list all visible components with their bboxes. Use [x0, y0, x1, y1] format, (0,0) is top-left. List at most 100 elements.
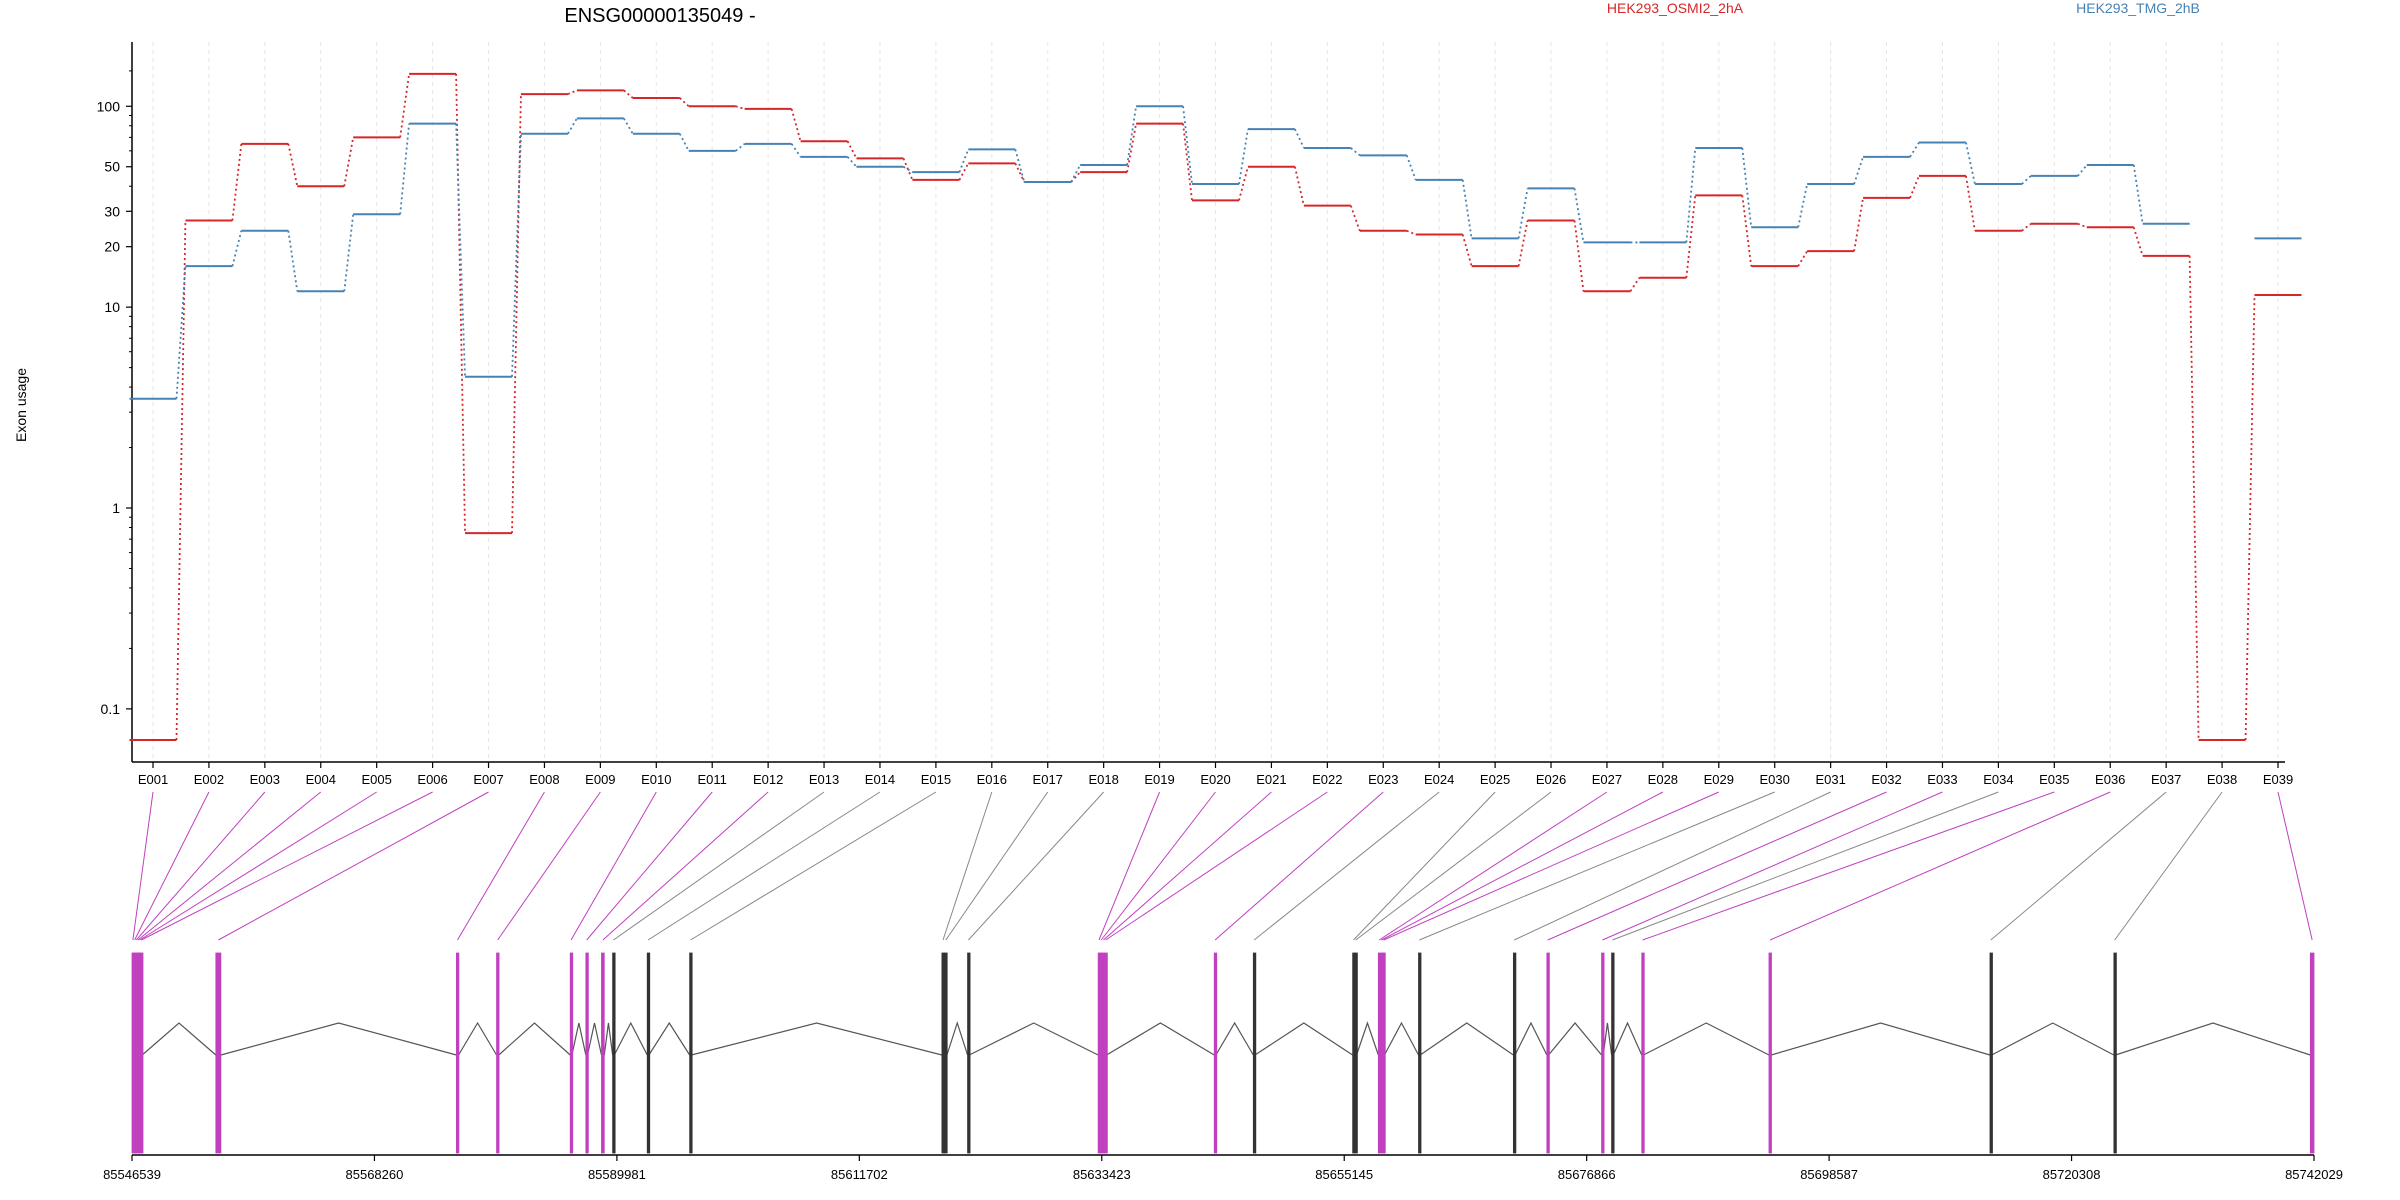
intron-line — [648, 1021, 691, 1056]
x-tick-label: E007 — [473, 772, 503, 787]
vertical-grid — [152, 42, 2279, 762]
exon-box — [601, 952, 605, 1154]
series-2-connector — [902, 165, 913, 173]
x-tick-label: E022 — [1312, 772, 1342, 787]
series-2-connector — [455, 123, 466, 377]
x-tick-label: E032 — [1871, 772, 1901, 787]
series-1-connector — [399, 73, 411, 138]
series-2-connector — [678, 133, 690, 152]
intron-line — [1548, 1022, 1603, 1056]
exon-box — [944, 952, 948, 1154]
series-1-connector — [1909, 175, 1920, 199]
exon-connector — [586, 791, 713, 941]
series-2-connector — [343, 214, 355, 292]
x-tick-label: E031 — [1815, 772, 1845, 787]
exon-box — [1382, 952, 1386, 1154]
gene-axis-tick-label: 85568260 — [346, 1167, 404, 1182]
x-tick-label: E009 — [585, 772, 615, 787]
exon-connector — [1612, 791, 1999, 941]
series-1-connector — [1182, 123, 1193, 201]
intron-line — [141, 1022, 217, 1056]
intron-line — [458, 1021, 498, 1056]
exon-connectors — [132, 791, 2313, 941]
exon-box — [1768, 952, 1772, 1154]
exon-connector — [1514, 791, 1831, 941]
exon-connector — [132, 791, 154, 941]
x-tick-label: E038 — [2207, 772, 2237, 787]
intron-line — [968, 1022, 1099, 1056]
series-2-connector — [175, 266, 187, 399]
exon-connector — [1381, 791, 1664, 941]
intron-line — [1383, 1021, 1420, 1056]
x-tick-label: E024 — [1424, 772, 1454, 787]
intron-line — [1771, 1022, 1991, 1056]
x-tick-label: E013 — [809, 772, 839, 787]
y-tick-label: 1 — [112, 500, 120, 516]
exon-box — [967, 952, 971, 1154]
exon-box — [585, 952, 589, 1154]
exon-connector — [1378, 791, 1608, 941]
exon-connector — [647, 791, 881, 941]
x-tick-label: E017 — [1033, 772, 1063, 787]
x-tick-label: E025 — [1480, 772, 1510, 787]
exon-box — [1418, 952, 1422, 1154]
exon-connector — [1383, 791, 1719, 941]
exon-connector — [1100, 791, 1216, 941]
series-2-connector — [231, 230, 243, 267]
series-2-connector — [1350, 147, 1361, 157]
exon-connector — [139, 791, 377, 941]
series-1-connector — [1126, 123, 1137, 173]
exon-connector — [1642, 791, 2055, 941]
series-1-connector — [1070, 171, 1081, 183]
exon-box — [1252, 952, 1257, 1154]
series-1-connector — [1014, 162, 1026, 183]
series-2-connector — [1405, 155, 1417, 181]
x-tick-label: E002 — [194, 772, 224, 787]
exon-box — [1601, 952, 1605, 1154]
series-1-connector — [1685, 195, 1697, 278]
gene-axis-tick-label: 85589981 — [588, 1167, 646, 1182]
gene-axis-tick-label: 85611702 — [831, 1167, 888, 1182]
series-1-connector — [1238, 166, 1249, 201]
series-2-connector — [1182, 106, 1193, 185]
series-1-connector — [958, 162, 970, 181]
exon-connector — [942, 791, 993, 941]
x-tick-label: E036 — [2095, 772, 2125, 787]
series-1-connector — [1349, 205, 1361, 232]
exon-connector — [457, 791, 545, 941]
series-1-connector — [1461, 234, 1473, 267]
x-tick-label: E004 — [306, 772, 336, 787]
exon-connector — [945, 791, 1049, 941]
series-1-connector — [790, 108, 802, 142]
exon-connector — [1253, 791, 1440, 941]
series-1-connector — [567, 89, 578, 95]
series-1-connector — [455, 73, 466, 534]
exon-box — [1213, 952, 1218, 1154]
x-tick-label: E034 — [1983, 772, 2013, 787]
series-1 — [129, 72, 2302, 741]
x-tick-label: E033 — [1927, 772, 1957, 787]
exon-connector — [570, 791, 657, 941]
exon-connector — [613, 791, 825, 941]
exon-connector — [1214, 791, 1384, 941]
series-2-connector — [1461, 179, 1473, 239]
exon-box — [2309, 952, 2315, 1154]
series-2-connector — [1797, 183, 1809, 228]
series-2-connector — [735, 143, 746, 152]
intron-line — [1991, 1022, 2115, 1056]
exon-connector — [135, 791, 266, 941]
exon-box — [1546, 952, 1550, 1154]
intron-line — [603, 1022, 614, 1056]
gene-axis-tick-label: 85698587 — [1800, 1167, 1858, 1182]
series-2-connector — [2077, 164, 2088, 177]
series-1-connector — [1797, 250, 1808, 267]
x-tick-label: E010 — [641, 772, 671, 787]
x-tick-label: E001 — [138, 772, 168, 787]
series-1-connector — [846, 140, 858, 159]
series-1-connector — [287, 143, 299, 187]
exon-connector — [690, 791, 937, 941]
intron-line — [1419, 1022, 1514, 1056]
series-layer — [129, 72, 2302, 741]
series-2-connector — [1294, 128, 1305, 149]
